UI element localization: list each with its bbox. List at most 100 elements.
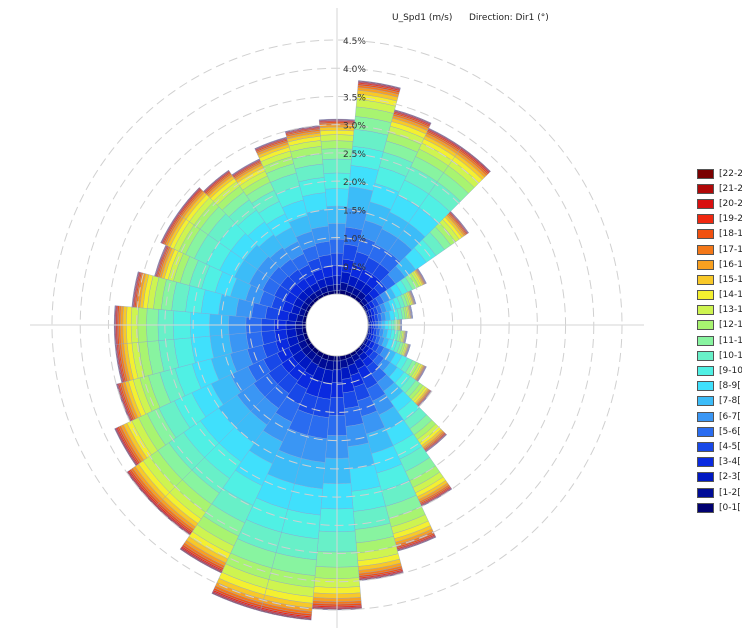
sector-80-bin-22 xyxy=(410,305,414,319)
legend-swatch xyxy=(697,381,714,392)
sector-10-bin-22 xyxy=(358,80,401,89)
legend-item: [9-10[ xyxy=(697,363,742,378)
radial-tick-labels: 0.5% 1.0% 1.5% 2.0% 2.5% 3.0% 3.5% 4.0% 4.5% xyxy=(343,37,366,273)
legend-swatch xyxy=(697,502,714,513)
sector-60-bin-22 xyxy=(417,268,427,284)
legend-item: [14-15[ xyxy=(697,288,742,303)
sector-270-bin-22 xyxy=(113,305,116,345)
center-hole xyxy=(305,293,369,357)
legend-label: [13-14[ xyxy=(719,305,742,316)
wind-rose-sectors xyxy=(113,80,491,621)
speed-label: U_Spd1 (m/s) xyxy=(392,13,452,23)
legend-label: [8-9[ xyxy=(719,381,741,392)
legend-swatch xyxy=(697,259,714,270)
legend-label: [16-17[ xyxy=(719,259,742,270)
legend-label: [2-3[ xyxy=(719,472,741,483)
sector-40-bin-22 xyxy=(461,146,491,172)
legend-item: [8-9[ xyxy=(697,379,742,394)
legend-swatch xyxy=(697,198,714,209)
radial-tick-label-4: 2.5% xyxy=(343,150,366,160)
legend-swatch xyxy=(697,487,714,498)
legend-label: [15-16[ xyxy=(719,274,742,285)
legend-item: [6-7[ xyxy=(697,409,742,424)
legend-label: [14-15[ xyxy=(719,290,742,301)
legend-swatch xyxy=(697,396,714,407)
sector-240-bin-22 xyxy=(114,428,137,467)
radial-tick-label-7: 4.0% xyxy=(343,65,366,75)
legend-item: [10-11[ xyxy=(697,348,742,363)
sector-210-bin-22 xyxy=(179,548,222,574)
legend-label: [3-4[ xyxy=(719,457,741,468)
legend-item: [3-4[ xyxy=(697,455,742,470)
legend-label: [11-12[ xyxy=(719,335,742,346)
legend-item: [2-3[ xyxy=(697,470,742,485)
legend-label: [5-6[ xyxy=(719,426,741,437)
legend-item: [5-6[ xyxy=(697,424,742,439)
legend-swatch xyxy=(697,411,714,422)
legend-swatch xyxy=(697,320,714,331)
legend-label: [19-20[ xyxy=(719,214,742,225)
legend-item: [22-23[ xyxy=(697,166,742,181)
direction-label: Direction: Dir1 (°) xyxy=(469,13,549,23)
legend-label: [22-23[ xyxy=(719,168,742,179)
radial-grid xyxy=(30,8,644,628)
legend-label: [20-21[ xyxy=(719,198,742,209)
radial-tick-label-6: 3.5% xyxy=(343,93,366,103)
radial-tick-label-3: 2.0% xyxy=(343,178,366,188)
legend-label: [12-13[ xyxy=(719,320,742,331)
legend-swatch xyxy=(697,441,714,452)
legend-item: [13-14[ xyxy=(697,303,742,318)
radial-tick-label-1: 1.0% xyxy=(343,235,366,245)
legend-label: [18-19[ xyxy=(719,229,742,240)
legend-label: [17-18[ xyxy=(719,244,742,255)
legend-item: [12-13[ xyxy=(697,318,742,333)
legend-swatch xyxy=(697,426,714,437)
sector-280-bin-22 xyxy=(131,271,139,308)
legend-swatch xyxy=(697,366,714,377)
sector-50-bin-22 xyxy=(450,211,469,234)
legend-item: [18-19[ xyxy=(697,227,742,242)
legend-label: [9-10[ xyxy=(719,366,742,377)
legend-item: [7-8[ xyxy=(697,394,742,409)
legend-swatch xyxy=(697,244,714,255)
legend-label: [1-2[ xyxy=(719,487,741,498)
legend-item: [1-2[ xyxy=(697,485,742,500)
legend-swatch xyxy=(697,183,714,194)
legend-label: [21-22[ xyxy=(719,183,742,194)
legend-item: [21-22[ xyxy=(697,181,742,196)
legend-item: [0-1[ xyxy=(697,500,742,515)
legend-label: [4-5[ xyxy=(719,441,741,452)
legend-swatch xyxy=(697,472,714,483)
legend-item: [11-12[ xyxy=(697,333,742,348)
legend-item: [20-21[ xyxy=(697,196,742,211)
speed-legend: [22-23[ [21-22[ [20-21[ [19-20[ [18-19[ [17-1… xyxy=(697,166,742,515)
legend-item: [17-18[ xyxy=(697,242,742,257)
legend-swatch xyxy=(697,168,714,179)
sector-320-bin-22 xyxy=(203,169,229,192)
legend-item: [4-5[ xyxy=(697,439,742,454)
sector-20-bin-22 xyxy=(394,109,432,124)
legend-swatch xyxy=(697,214,714,225)
legend-swatch xyxy=(697,290,714,301)
sector-70-bin-22 xyxy=(410,290,417,305)
legend-label: [10-11[ xyxy=(719,350,742,361)
legend-swatch xyxy=(697,305,714,316)
legend-swatch xyxy=(697,274,714,285)
legend-swatch xyxy=(697,229,714,240)
sector-310-bin-22 xyxy=(177,187,200,214)
legend-label: [0-1[ xyxy=(719,502,741,513)
legend-item: [16-17[ xyxy=(697,257,742,272)
legend-swatch xyxy=(697,457,714,468)
legend-item: [15-16[ xyxy=(697,272,742,287)
legend-swatch xyxy=(697,335,714,346)
radial-tick-label-8: 4.5% xyxy=(343,37,366,47)
legend-item: [19-20[ xyxy=(697,212,742,227)
radial-tick-label-2: 1.5% xyxy=(343,206,366,216)
sector-200-bin-22 xyxy=(211,592,261,612)
legend-swatch xyxy=(697,350,714,361)
radial-tick-label-0: 0.5% xyxy=(343,263,366,273)
radial-tick-label-5: 3.0% xyxy=(343,122,366,132)
legend-label: [6-7[ xyxy=(719,411,741,422)
legend-label: [7-8[ xyxy=(719,396,741,407)
